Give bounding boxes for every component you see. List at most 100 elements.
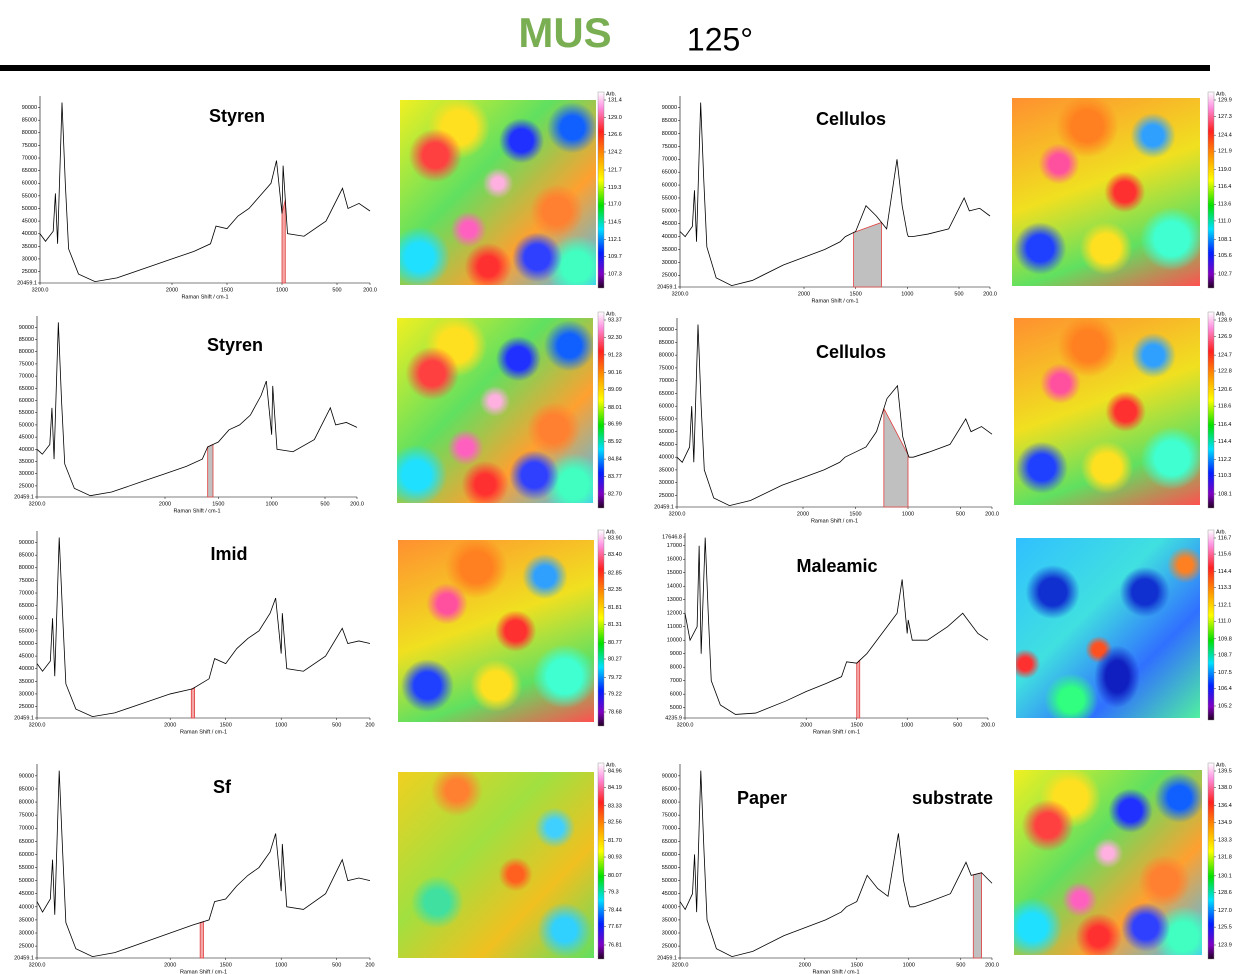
y-tick-label: 30000 — [22, 256, 37, 262]
colorbar-tick-label: 113.3 — [1218, 585, 1231, 591]
heatmap — [398, 540, 594, 722]
y-tick-label: 30000 — [19, 930, 34, 936]
y-tick-label: 10000 — [667, 638, 682, 644]
y-tick-label: 75000 — [662, 144, 677, 150]
y-tick-label: 25000 — [19, 944, 34, 950]
y-tick-label: 40000 — [19, 904, 34, 910]
x-tick-label: 2000 — [159, 501, 171, 507]
y-tick-label: 40000 — [659, 455, 674, 461]
x-tick-label: 3200.0 — [672, 291, 689, 297]
y-tick-label: 20459.1 — [14, 715, 34, 721]
heatmap — [397, 318, 593, 503]
y-tick-label: 14000 — [667, 584, 682, 590]
y-tick-label: 65000 — [662, 170, 677, 176]
y-tick-label: 65000 — [662, 839, 677, 845]
y-tick-label: 60000 — [659, 404, 674, 410]
colorbar-tick-label: 133.3 — [1218, 838, 1232, 844]
chart-title: Maleamic — [796, 556, 877, 576]
y-tick-label: 55000 — [659, 416, 674, 422]
heatmap — [1016, 538, 1200, 718]
colorbar-tick-label: 116.4 — [1218, 184, 1231, 190]
colorbar-tick-label: 107.3 — [608, 271, 622, 277]
x-tick-label: 1500 — [850, 291, 862, 297]
y-tick-label: 85000 — [659, 340, 674, 346]
colorbar-tick-label: 80.27 — [608, 656, 622, 662]
y-tick-label: 75000 — [662, 813, 677, 819]
y-tick-label: 55000 — [662, 195, 677, 201]
colorbar-label: Arb. — [1216, 762, 1227, 768]
y-tick-label: 35000 — [659, 467, 674, 473]
y-tick-label: 45000 — [19, 891, 34, 897]
y-tick-label: 50000 — [19, 422, 34, 428]
colorbar-tick-label: 83.77 — [608, 474, 622, 480]
colorbar-tick-label: 121.7 — [608, 167, 622, 173]
spectrum-line — [679, 770, 993, 958]
x-axis-label: Raman Shift / cm-1 — [180, 969, 227, 974]
colorbar-tick-label: 106.4 — [1218, 686, 1232, 692]
colorbar-tick-label: 105.6 — [1218, 253, 1232, 259]
colorbar-tick-label: 114.4 — [1218, 439, 1231, 445]
colorbar-tick-label: 109.8 — [1218, 636, 1232, 642]
colorbar-tick-label: 80.77 — [608, 640, 622, 646]
band — [207, 443, 214, 498]
chart-title: Cellulos — [816, 109, 886, 129]
band — [856, 659, 861, 719]
x-axis-label: Raman Shift / cm-1 — [173, 508, 220, 514]
colorbar-tick-label: 122.8 — [1218, 368, 1232, 374]
colorbar-tick-label: 126.9 — [1218, 334, 1232, 340]
y-tick-label: 20459.1 — [657, 955, 677, 961]
colorbar-tick-label: 130.1 — [1218, 873, 1232, 879]
y-tick-label: 85000 — [19, 337, 34, 343]
y-tick-label: 40000 — [19, 447, 34, 453]
y-tick-label: 65000 — [19, 386, 34, 392]
y-tick-label: 20459.1 — [654, 504, 674, 510]
y-tick-label: 60000 — [662, 852, 677, 858]
y-tick-label: 70000 — [659, 378, 674, 384]
x-tick-label: 500 — [953, 722, 962, 728]
y-tick-label: 16000 — [667, 557, 682, 563]
colorbar-tick-label: 82.56 — [608, 820, 622, 826]
y-tick-label: 13000 — [667, 597, 682, 603]
x-tick-label: 200.0 — [350, 501, 364, 507]
colorbar-tick-label: 113.6 — [1218, 202, 1231, 208]
spectrum-line — [36, 537, 371, 718]
colorbar-tick-label: 108.7 — [1218, 652, 1232, 658]
chart-title: Cellulos — [816, 342, 886, 362]
colorbar-tick-label: 90.16 — [608, 370, 622, 376]
x-tick-label: 2000 — [164, 722, 176, 728]
colorbar-tick-label: 108.1 — [1218, 491, 1232, 497]
colorbar-tick-label: 89.09 — [608, 387, 622, 393]
x-tick-label: 2000 — [166, 287, 178, 293]
x-axis-label: Raman Shift / cm-1 — [811, 298, 858, 304]
x-tick-label: 1500 — [220, 962, 232, 968]
colorbar-tick-label: 128.6 — [1218, 890, 1232, 896]
chart-title: Styren — [209, 106, 265, 126]
colorbar-tick-label: 114.4 — [1218, 569, 1231, 575]
y-tick-label: 60000 — [662, 183, 677, 189]
x-tick-label: 500 — [332, 287, 341, 293]
spectrum-line — [36, 322, 358, 497]
x-tick-label: 3200.0 — [677, 722, 694, 728]
x-tick-label: 3200.0 — [32, 287, 49, 293]
x-tick-label: 500 — [332, 962, 341, 968]
x-tick-label: 1000 — [901, 291, 913, 297]
colorbar-tick-label: 110.3 — [1218, 473, 1231, 479]
y-tick-label: 60000 — [19, 852, 34, 858]
colorbar — [597, 762, 605, 960]
x-tick-label: 200.0 — [981, 722, 995, 728]
y-tick-label: 90000 — [19, 325, 34, 331]
y-tick-label: 65000 — [19, 603, 34, 609]
colorbar-tick-label: 129.0 — [608, 115, 622, 121]
y-tick-label: 85000 — [19, 786, 34, 792]
y-tick-label: 50000 — [19, 878, 34, 884]
y-tick-label: 50000 — [19, 641, 34, 647]
y-tick-label: 25000 — [659, 493, 674, 499]
colorbar-tick-label: 131.4 — [608, 97, 622, 103]
spectrum-line — [39, 102, 371, 283]
y-tick-label: 55000 — [22, 193, 37, 199]
colorbar-tick-label: 79.72 — [608, 675, 622, 681]
y-tick-label: 45000 — [22, 219, 37, 225]
x-tick-label: 200.0 — [985, 962, 999, 968]
